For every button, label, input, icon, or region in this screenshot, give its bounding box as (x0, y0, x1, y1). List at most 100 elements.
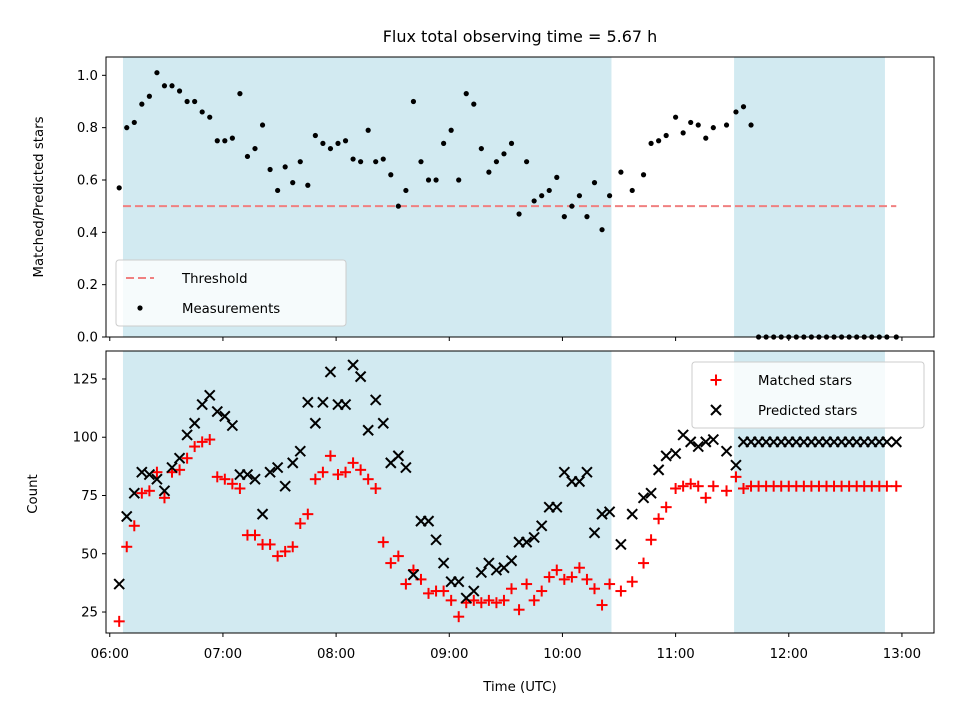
matched-star-point (347, 457, 359, 469)
measurement-point (599, 227, 605, 233)
measurement-point (441, 140, 447, 146)
measurement-point (425, 177, 432, 183)
legend-entry-label: Predicted stars (758, 404, 857, 419)
legend-measurement-swatch (137, 305, 143, 311)
matched-star-point (204, 434, 216, 446)
count-x-tick-label: 10:00 (543, 647, 581, 662)
predicted-star-point (113, 578, 125, 590)
predicted-star-point (645, 487, 657, 499)
count-x-tick-label: 08:00 (317, 647, 355, 662)
matched-star-point (528, 594, 540, 606)
predicted-star-point (700, 436, 712, 448)
predicted-star-point (324, 366, 337, 378)
measurement-point (433, 177, 439, 183)
matched-star-point (136, 487, 148, 499)
predicted-star-point (528, 531, 540, 544)
matched-star-point (317, 466, 329, 478)
measurement-point (456, 177, 462, 183)
chart-title: Flux total observing time = 5.67 h (383, 27, 658, 46)
ratio-y-tick-label: 0.0 (77, 331, 98, 346)
matched-star-point (211, 471, 223, 483)
predicted-star-point (652, 464, 665, 476)
matched-star-point (558, 573, 570, 585)
matched-star-point (377, 536, 389, 548)
measurement-point (606, 193, 613, 199)
predicted-star-point (422, 515, 435, 527)
matched-star-point (521, 578, 533, 590)
measurement-point (275, 187, 281, 194)
measurement-point (554, 174, 560, 180)
predicted-star-point (294, 445, 306, 457)
matched-star-point (362, 473, 374, 485)
predicted-star-point (158, 485, 171, 497)
predicted-star-point (407, 569, 420, 581)
measurement-point (237, 91, 243, 97)
ratio-y-tick-label: 0.8 (77, 121, 98, 136)
measurement-point (131, 119, 137, 126)
predicted-star-point (279, 480, 291, 492)
matched-star-point (219, 473, 231, 485)
predicted-star-point (264, 466, 276, 478)
predicted-star-point (362, 424, 374, 436)
matched-star-point (543, 571, 555, 583)
predicted-star-point (188, 417, 201, 429)
matched-star-point (287, 541, 299, 553)
matched-star-point (324, 450, 336, 462)
ratio-legend: Threshold Measurements (115, 259, 347, 327)
predicted-star-point (720, 445, 733, 457)
matched-star-point (536, 585, 548, 597)
measurement-point (252, 145, 258, 152)
matched-star-point (890, 480, 902, 492)
legend-entry-label: Measurements (182, 302, 280, 317)
ratio-y-axis-label: Matched/Predicted stars (32, 116, 47, 277)
measurement-point (695, 122, 701, 128)
measurement-point (748, 122, 754, 128)
ratio-y-tick-label: 1.0 (77, 69, 98, 84)
predicted-star-point (241, 468, 254, 481)
matched-star-point (294, 517, 306, 529)
matched-star-point (196, 436, 208, 448)
count-frame (105, 350, 935, 634)
predicted-star-point (309, 417, 322, 429)
matched-star-point (309, 473, 321, 485)
measurement-point (184, 98, 190, 105)
measurement-point (395, 203, 401, 209)
matched-star-point (370, 483, 382, 495)
measurement-point (244, 153, 251, 160)
measurement-point (176, 88, 183, 94)
predicted-star-point (317, 396, 329, 408)
measurement-point (740, 104, 747, 110)
predicted-star-point (588, 527, 601, 539)
measurement-point (516, 211, 522, 217)
observing-interval (734, 57, 885, 337)
predicted-star-point (535, 520, 548, 532)
measurement-point (463, 91, 469, 97)
measurement-point (508, 140, 515, 146)
measurement-point (584, 214, 590, 220)
predicted-star-point (573, 475, 586, 488)
matched-star-point (332, 469, 344, 481)
matched-star-point (279, 545, 291, 557)
matched-star-point (423, 587, 435, 599)
matched-star-point (653, 513, 665, 525)
matched-star-point (226, 478, 238, 490)
measurement-point (342, 138, 349, 144)
measurement-point (410, 98, 417, 105)
measurement-point (531, 198, 537, 204)
measurement-point (146, 93, 152, 99)
matched-star-point (272, 550, 284, 562)
measurement-point (629, 187, 635, 194)
count-y-tick-label: 100 (73, 431, 98, 446)
matched-star-point (234, 483, 246, 495)
matched-star-point (264, 538, 276, 550)
measurement-point (207, 114, 213, 120)
matched-star-point (700, 492, 712, 504)
measurement-point (335, 140, 341, 146)
ratio-y-tick-label: 0.2 (77, 278, 98, 293)
predicted-star-point (151, 473, 163, 485)
observing-interval (122, 351, 612, 633)
count-y-tick-label: 75 (81, 489, 98, 504)
matched-star-point (498, 594, 510, 606)
measurement-point (648, 140, 654, 146)
measurement-point (305, 182, 311, 188)
